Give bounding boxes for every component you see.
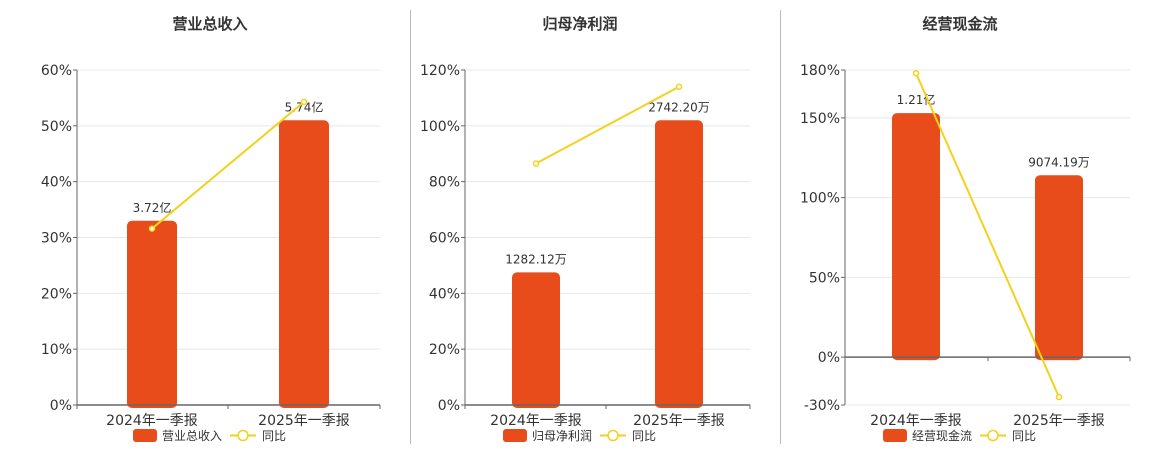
y-tick-label: 40%: [41, 175, 72, 191]
legend-label: 同比: [1012, 429, 1036, 443]
legend-label: 同比: [632, 429, 656, 443]
y-tick-label: 60%: [429, 231, 460, 247]
y-tick-label: 180%: [800, 63, 840, 79]
data-label: 3.72亿: [133, 200, 172, 215]
chart-panel-3: 经营现金流-30%0%50%100%150%180%1.21亿9074.19万2…: [800, 15, 1131, 443]
legend-bar-swatch: [503, 429, 527, 442]
x-tick-label: 2024年一季报: [490, 413, 582, 429]
line-point: [1055, 393, 1063, 401]
x-tick-label: 2024年一季报: [106, 413, 198, 429]
line-series: [915, 72, 1060, 398]
y-tick-label: 150%: [800, 111, 840, 127]
line-point: [148, 225, 156, 232]
y-tick-label: -30%: [804, 398, 840, 414]
legend-label: 经营现金流: [912, 428, 972, 443]
y-tick-label: 20%: [41, 286, 72, 302]
x-tick-label: 2024年一季报: [870, 413, 962, 429]
chart-title: 经营现金流: [922, 15, 997, 33]
y-tick-label: 100%: [800, 191, 840, 207]
line-series: [151, 101, 305, 230]
data-label: 1282.12万: [505, 252, 567, 266]
legend-line-marker: [237, 429, 249, 442]
legend-line-marker: [987, 429, 999, 442]
y-tick-label: 40%: [429, 286, 460, 302]
y-tick-label: 10%: [41, 342, 72, 358]
line-point: [300, 98, 308, 106]
legend-bar-swatch: [133, 429, 157, 442]
y-tick-label: 50%: [809, 270, 840, 286]
y-tick-label: 20%: [429, 342, 460, 358]
y-tick-label: 60%: [41, 63, 72, 79]
y-tick-label: 0%: [818, 350, 840, 366]
legend-label: 同比: [262, 429, 286, 443]
bar: [1035, 175, 1083, 361]
legend-line-marker: [607, 429, 619, 442]
line-point: [912, 69, 920, 77]
line-series: [535, 85, 680, 165]
y-tick-label: 30%: [41, 231, 72, 247]
bar: [279, 120, 329, 408]
x-tick-label: 2025年一季报: [633, 413, 725, 429]
y-tick-label: 80%: [429, 175, 460, 191]
x-tick-label: 2025年一季报: [258, 413, 350, 429]
chart-title: 归母净利润: [542, 15, 617, 33]
line-point: [532, 160, 540, 167]
y-tick-label: 0%: [438, 398, 460, 414]
y-tick-label: 50%: [41, 119, 72, 135]
y-tick-label: 100%: [420, 119, 460, 135]
y-tick-label: 0%: [50, 398, 72, 414]
bar: [127, 220, 177, 408]
legend-label: 归母净利润: [532, 429, 592, 443]
bar: [892, 113, 940, 361]
legend-label: 营业总收入: [162, 429, 222, 443]
x-tick-label: 2025年一季报: [1013, 413, 1105, 429]
chart-title: 营业总收入: [172, 15, 247, 33]
bar: [655, 120, 703, 408]
data-label: 2742.20万: [648, 100, 710, 114]
bar: [512, 272, 560, 408]
legend-bar-swatch: [883, 429, 907, 442]
line-point: [675, 83, 683, 90]
chart-panel-1: 营业总收入0%10%20%30%40%50%60%3.72亿5.74亿2024年…: [41, 15, 381, 443]
chart-panel-2: 归母净利润 0% 20% 40% 60% 80% 100% 120% 1282.12万 2742.…: [420, 15, 751, 443]
y-tick-label: 120%: [420, 63, 460, 79]
data-label: 9074.19万: [1028, 155, 1090, 169]
